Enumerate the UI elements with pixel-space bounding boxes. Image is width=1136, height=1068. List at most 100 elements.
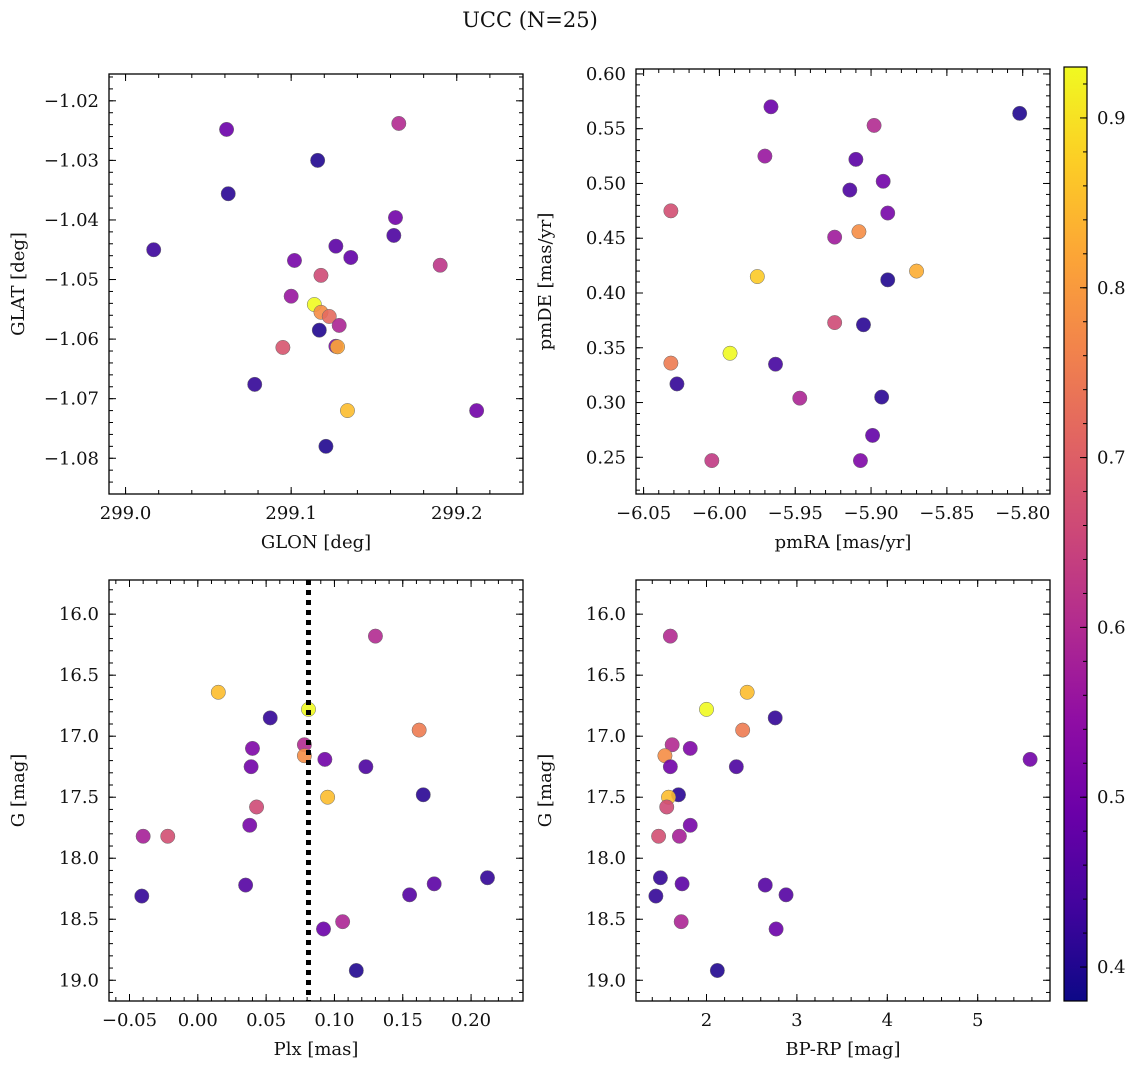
data-point xyxy=(709,963,725,978)
y-tick-label: 17.5 xyxy=(59,787,99,808)
data-point xyxy=(238,877,254,893)
figure-title: UCC (N=25) xyxy=(462,8,598,32)
data-point xyxy=(663,203,679,219)
x-tick-label: 299.0 xyxy=(100,503,152,524)
x-tick-label: 0.15 xyxy=(383,1010,423,1031)
data-point xyxy=(313,267,329,283)
data-point xyxy=(317,751,333,767)
data-point xyxy=(210,684,226,700)
x-tick-label: 0.00 xyxy=(178,1010,218,1031)
data-point xyxy=(391,115,407,131)
data-point xyxy=(331,317,347,333)
data-point xyxy=(415,787,431,803)
x-tick-label: 0.10 xyxy=(314,1010,354,1031)
data-point xyxy=(673,914,689,930)
data-point xyxy=(243,759,259,775)
data-point xyxy=(852,453,868,469)
y-tick-label: −1.06 xyxy=(44,329,99,350)
data-point xyxy=(146,242,162,258)
data-point xyxy=(651,828,667,844)
data-point xyxy=(330,339,345,355)
y-tick-label: 19.0 xyxy=(59,970,99,991)
data-point xyxy=(682,817,698,833)
data-point xyxy=(856,317,871,333)
data-point xyxy=(778,887,794,903)
data-point xyxy=(827,229,843,245)
data-point xyxy=(682,740,698,756)
data-point xyxy=(245,740,260,756)
data-point xyxy=(768,356,783,372)
data-point xyxy=(909,263,924,279)
x-tick-label: 3 xyxy=(791,1010,802,1031)
y-tick-label: 17.5 xyxy=(586,787,626,808)
data-point xyxy=(320,789,336,805)
axes-frame xyxy=(108,73,524,495)
data-point xyxy=(335,914,351,930)
data-point xyxy=(827,315,843,331)
scatter-points xyxy=(663,99,1028,469)
data-point xyxy=(875,173,891,189)
data-point xyxy=(340,403,355,419)
data-point xyxy=(386,227,402,243)
x-tick-label: −6.00 xyxy=(692,503,747,524)
data-point xyxy=(358,759,374,775)
y-tick-label: −1.07 xyxy=(44,389,99,410)
x-tick-label: 0.05 xyxy=(246,1010,286,1031)
data-point xyxy=(1022,751,1038,767)
data-point xyxy=(321,309,337,324)
y-tick-label: −1.03 xyxy=(44,150,99,171)
x-tick-label: 299.1 xyxy=(265,503,317,524)
y-tick-label: 18.5 xyxy=(59,909,99,930)
colorbar: 0.4 0.5 0.6 0.7 0.8 0.9 xyxy=(1063,66,1126,1002)
data-point xyxy=(662,628,678,644)
y-tick-label: 16.0 xyxy=(59,604,99,625)
colorbar-tick-label: 0.9 xyxy=(1097,108,1126,129)
x-axis-label: Plx [mas] xyxy=(274,1039,359,1060)
y-tick-label: 16.5 xyxy=(586,665,626,686)
data-point xyxy=(792,390,808,406)
axes-frame xyxy=(635,68,1051,495)
y-tick-label: −1.02 xyxy=(44,91,99,112)
data-point xyxy=(262,710,278,726)
data-point xyxy=(287,253,302,268)
data-point xyxy=(134,888,150,904)
data-point xyxy=(659,799,675,815)
data-point xyxy=(328,238,344,254)
y-tick-label: 16.0 xyxy=(586,604,626,625)
data-point xyxy=(469,403,485,419)
panel-plx: −0.05 0.00 0.05 0.10 0.15 0.20 16.0 16.5 17.0 17.… xyxy=(8,579,524,1060)
axes-frame xyxy=(108,579,524,1002)
y-tick-label: 18.0 xyxy=(59,848,99,869)
panel-cmd: 2 3 4 5 16.0 16.5 17.0 17.5 18.0 18.5 19.0 BP-RP [m… xyxy=(535,579,1051,1060)
y-tick-label: 0.55 xyxy=(586,119,626,140)
y-axis-label: pmDE [mas/yr] xyxy=(535,213,556,351)
data-point xyxy=(247,376,263,392)
y-axis-label: G [mag] xyxy=(535,754,556,827)
colorbar-tick-label: 0.8 xyxy=(1097,278,1126,299)
data-point xyxy=(662,759,678,775)
y-tick-label: 0.40 xyxy=(586,283,626,304)
x-tick-label: −5.95 xyxy=(768,503,823,524)
data-point xyxy=(411,722,427,738)
y-tick-label: 0.50 xyxy=(586,173,626,194)
data-point xyxy=(722,345,738,361)
data-point xyxy=(735,722,751,738)
x-axis-label: pmRA [mas/yr] xyxy=(775,532,912,553)
ticks xyxy=(109,580,523,1001)
data-point xyxy=(343,250,359,265)
panel-pm: −6.05 −6.00 −5.95 −5.90 −5.85 −5.80 0.25 0.30 0.… xyxy=(535,64,1051,553)
scatter-points xyxy=(648,628,1038,978)
data-point xyxy=(367,628,383,644)
data-point xyxy=(865,427,881,443)
x-tick-label: 299.2 xyxy=(431,503,483,524)
data-point xyxy=(648,888,664,904)
data-point xyxy=(663,355,679,371)
x-tick-label: 0.20 xyxy=(451,1010,491,1031)
y-tick-label: −1.08 xyxy=(44,448,99,469)
data-point xyxy=(874,389,890,405)
data-point xyxy=(402,887,418,903)
data-point xyxy=(728,759,744,775)
data-point xyxy=(704,453,720,469)
y-tick-label: 17.0 xyxy=(586,726,626,747)
